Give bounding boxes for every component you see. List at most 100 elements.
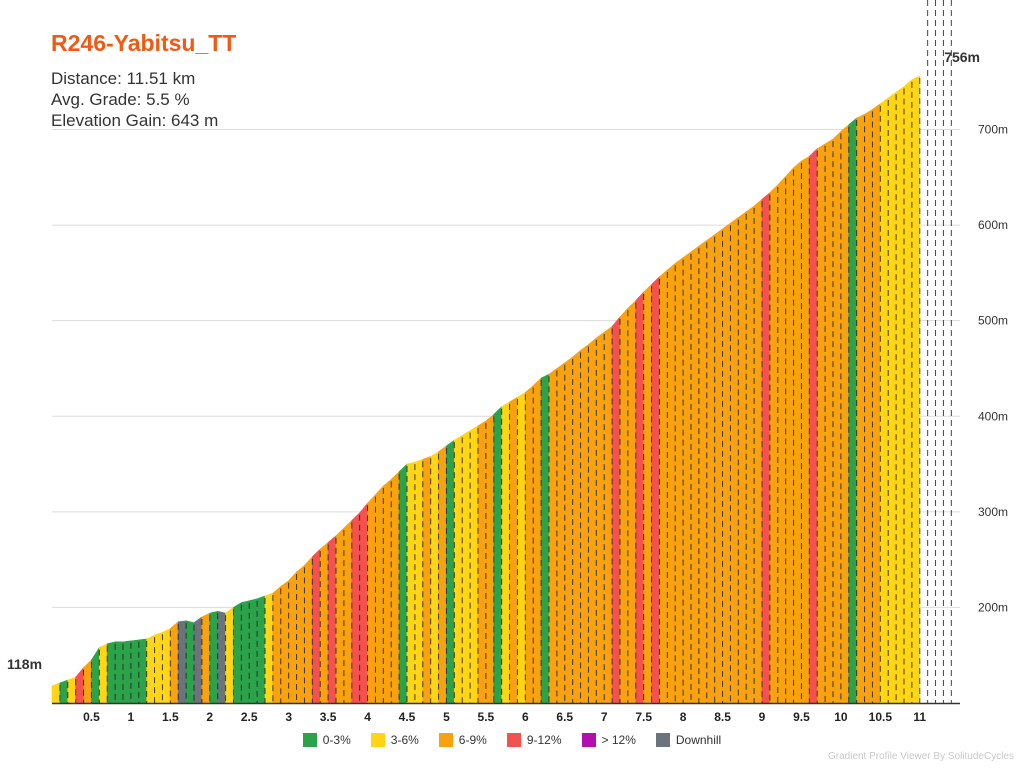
legend-swatch	[581, 733, 596, 747]
x-tick-label: 9	[759, 710, 766, 724]
profile-segment	[359, 502, 368, 704]
profile-segment	[856, 113, 865, 704]
x-tick-label: 11	[913, 710, 926, 724]
profile-segment	[83, 659, 92, 704]
profile-segment	[414, 458, 424, 704]
profile-segment	[99, 643, 108, 704]
profile-segment	[572, 349, 581, 704]
profile-segment	[154, 631, 163, 704]
profile-segment	[738, 211, 747, 704]
x-tick-label: 4.5	[399, 710, 416, 724]
profile-segment	[461, 430, 471, 704]
profile-segment	[130, 639, 140, 704]
profile-segment	[840, 124, 850, 704]
x-tick-label: 4	[364, 710, 371, 724]
profile-segment	[596, 331, 605, 704]
profile-segment	[454, 434, 463, 704]
profile-segment	[753, 198, 763, 704]
profile-segment	[627, 299, 637, 704]
profile-segment	[643, 283, 652, 704]
profile-segment	[280, 580, 289, 704]
x-tick-label: 7	[601, 710, 608, 724]
legend-label: 6-9%	[458, 733, 487, 747]
profile-segment	[106, 641, 116, 704]
profile-segment	[327, 535, 337, 704]
chart-header: R246-Yabitsu_TT Distance: 11.51 km Avg. …	[51, 28, 236, 131]
profile-segment	[233, 602, 242, 704]
profile-segment	[446, 439, 455, 704]
profile-segment	[682, 251, 692, 704]
profile-segment	[146, 634, 155, 704]
profile-segment	[588, 337, 597, 704]
profile-segment	[296, 564, 305, 704]
min-elevation-label: 118m	[7, 656, 42, 672]
profile-segment	[343, 519, 353, 704]
profile-segment	[603, 325, 613, 704]
y-tick-label: 500m	[978, 314, 1008, 328]
profile-segment	[761, 191, 771, 704]
profile-segment	[722, 222, 731, 704]
profile-segment	[217, 610, 226, 704]
x-tick-label: 3	[285, 710, 292, 724]
profile-segment	[824, 138, 834, 704]
legend-item: 9-12%	[506, 733, 562, 747]
elevation-gain-stat: Elevation Gain: 643 m	[51, 111, 219, 130]
profile-segment	[872, 103, 881, 704]
axis-labels: 200m 300m 400m 500m 600m 700m 0.5 1 1.5 2 2.5 3 3.5 4…	[7, 49, 1008, 724]
legend-swatch	[655, 733, 670, 747]
profile-segment	[430, 451, 439, 704]
legend-item: Downhill	[655, 733, 721, 747]
profile-segment	[241, 600, 250, 704]
x-tick-label: 10.5	[869, 710, 893, 724]
legend-label: 3-6%	[390, 733, 419, 747]
profile-segment	[651, 276, 660, 704]
profile-segment	[911, 75, 921, 704]
profile-segment	[611, 316, 621, 704]
profile-segment	[864, 108, 873, 704]
legend-swatch	[438, 733, 453, 747]
profile-segment	[422, 455, 431, 704]
profile-segment	[832, 130, 842, 704]
legend-item: > 12%	[581, 733, 636, 747]
profile-segment	[848, 117, 857, 704]
x-tick-label: 5	[443, 710, 450, 724]
y-tick-label: 400m	[978, 409, 1008, 423]
profile-segment	[312, 548, 321, 704]
profile-segment	[674, 257, 684, 704]
profile-segment	[706, 234, 715, 704]
profile-segment	[501, 401, 510, 704]
profile-segment	[272, 585, 282, 704]
profile-segment	[903, 79, 913, 704]
legend-item: 3-6%	[370, 733, 419, 747]
profile-segment	[114, 641, 124, 704]
profile-segment	[264, 592, 274, 704]
profile-segment	[288, 571, 297, 704]
profile-segment	[745, 205, 755, 704]
profile-segment	[375, 485, 384, 704]
profile-segment	[304, 555, 313, 704]
x-tick-label: 3.5	[320, 710, 337, 724]
x-tick-label: 6.5	[556, 710, 573, 724]
x-tick-label: 5.5	[478, 710, 495, 724]
x-tick-label: 1.5	[162, 710, 179, 724]
profile-segment	[383, 478, 392, 704]
profile-segment	[185, 620, 195, 704]
legend-label: 0-3%	[322, 733, 351, 747]
profile-segment	[209, 610, 218, 704]
y-tick-label: 200m	[978, 600, 1008, 614]
y-tick-label: 600m	[978, 218, 1008, 232]
profile-segment	[225, 606, 234, 704]
profile-segment	[809, 147, 818, 704]
profile-segment	[793, 160, 802, 704]
profile-segment	[564, 356, 573, 704]
profile-segment	[785, 166, 794, 704]
legend-swatch	[370, 733, 385, 747]
profile-segment	[438, 445, 447, 704]
profile-segment	[525, 385, 534, 704]
profile-segment	[659, 269, 668, 704]
y-tick-label: 700m	[978, 123, 1008, 137]
profile-segment	[319, 541, 329, 704]
profile-segment	[367, 493, 376, 704]
profile-segment	[635, 291, 644, 704]
